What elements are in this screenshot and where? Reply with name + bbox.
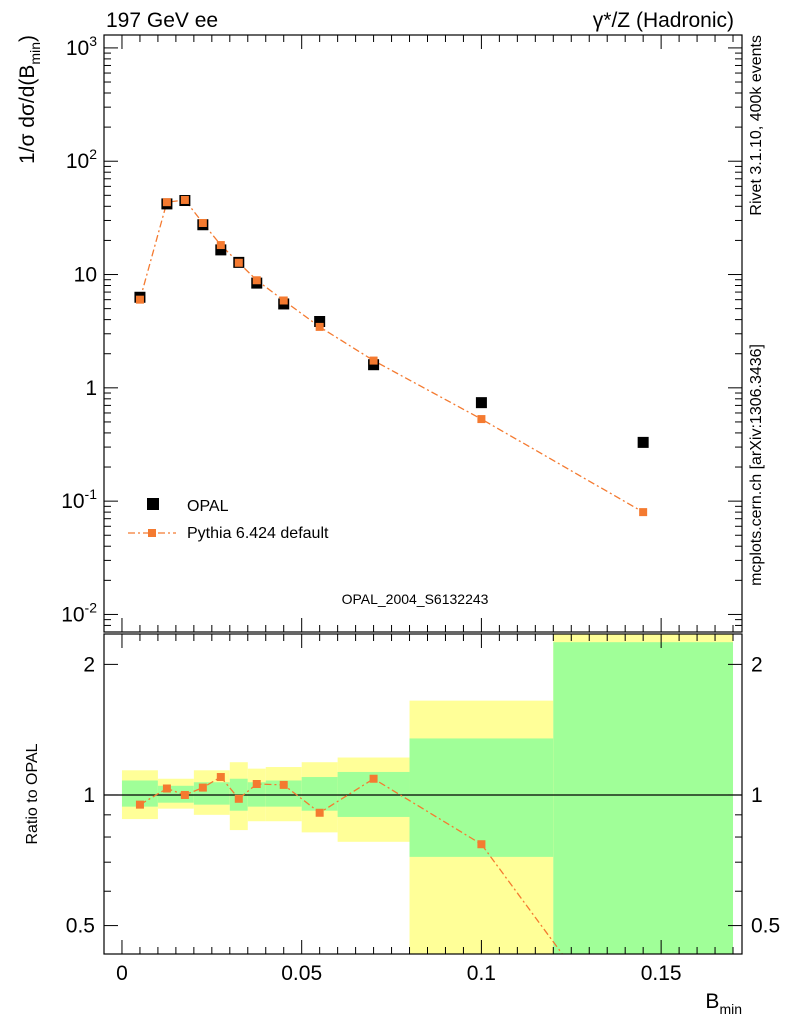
ratio-pythia-point — [234, 794, 243, 803]
pythia-point — [198, 218, 207, 227]
pythia-point — [279, 296, 288, 305]
x-tick-label: 0 — [116, 962, 128, 985]
ratio-y-tick-label-right: 1 — [751, 784, 763, 807]
legend-opal-label: OPAL — [187, 498, 229, 515]
x-tick-label: 0.05 — [281, 962, 322, 985]
analysis-label: OPAL_2004_S6132243 — [342, 591, 489, 607]
legend-pythia-label: Pythia 6.424 default — [187, 525, 329, 542]
ratio-y-tick-label-left: 2 — [83, 653, 95, 676]
main-y-tick-label: 103 — [66, 33, 97, 60]
ratio-bands — [121, 634, 734, 954]
title-right: γ*/Z (Hadronic) — [593, 9, 734, 32]
main-y-tick-label: 10-2 — [61, 599, 97, 626]
ratio-pythia-point — [252, 780, 261, 789]
main-y-tick-label: 1 — [85, 377, 97, 400]
ratio-pythia-point — [135, 800, 144, 809]
x-axis-label: Bmin — [705, 990, 742, 1017]
main-y-axis-label: 1/σ dσ/d(Bmin) — [16, 35, 43, 164]
ratio-pythia-point — [477, 840, 486, 849]
ratio-pythia-point — [180, 790, 189, 799]
opal-point — [215, 244, 227, 256]
opal-point — [637, 436, 649, 448]
pythia-point — [369, 356, 378, 365]
ratio-y-tick-label-left: 1 — [83, 784, 95, 807]
rivet-label: Rivet 3.1.10, 400k events — [748, 35, 765, 216]
ratio-stat-band — [409, 738, 554, 857]
ratio-pythia-point — [369, 774, 378, 783]
mcplots-label: mcplots.cern.ch [arXiv:1306.3436] — [748, 344, 765, 586]
legend-opal-marker — [147, 498, 159, 510]
main-y-tick-label: 10 — [74, 264, 97, 287]
ratio-y-tick-label-right: 2 — [751, 653, 763, 676]
pythia-point — [135, 295, 144, 304]
ratio-stat-band — [553, 642, 734, 954]
main-y-tick-label: 10-1 — [61, 486, 97, 513]
x-tick-label: 0.15 — [641, 962, 682, 985]
main-y-tick-label: 102 — [66, 146, 97, 173]
legend-pythia-marker — [148, 529, 156, 537]
ratio-y-tick-label-right: 0.5 — [751, 915, 780, 938]
pythia-point — [477, 415, 486, 424]
ratio-pythia-point — [198, 783, 207, 792]
ratio-series-layer — [135, 773, 564, 954]
ratio-stat-band — [301, 777, 338, 811]
main-frame — [103, 34, 743, 633]
ratio-frame — [103, 633, 743, 955]
pythia-point — [180, 195, 189, 204]
title-left: 197 GeV ee — [106, 9, 218, 32]
ratio-pythia-point — [279, 780, 288, 789]
pythia-point — [252, 276, 261, 285]
pythia-point — [234, 258, 243, 267]
opal-point — [368, 359, 380, 371]
ratio-y-tick-label-left: 0.5 — [66, 915, 95, 938]
pythia-point — [639, 508, 648, 517]
ratio-y-axis-label: Ratio to OPAL — [24, 743, 41, 844]
x-tick-label: 0.1 — [467, 962, 496, 985]
legend: OPAL Pythia 6.424 default — [128, 498, 329, 542]
main-series-layer — [134, 195, 649, 517]
ratio-ticks: 0 0.05 0.1 0.15 0.5 0.5 1 1 2 2 — [66, 634, 780, 985]
pythia-point — [216, 241, 225, 250]
pythia-point — [162, 198, 171, 207]
main-ticks: 10-2 10-1 1 10 102 103 — [61, 33, 742, 633]
ratio-pythia-point — [216, 773, 225, 782]
opal-point — [475, 397, 487, 409]
ratio-pythia-point — [162, 784, 171, 793]
ratio-pythia-point — [315, 808, 324, 817]
pythia-point — [315, 322, 324, 331]
opal-point — [314, 315, 326, 327]
